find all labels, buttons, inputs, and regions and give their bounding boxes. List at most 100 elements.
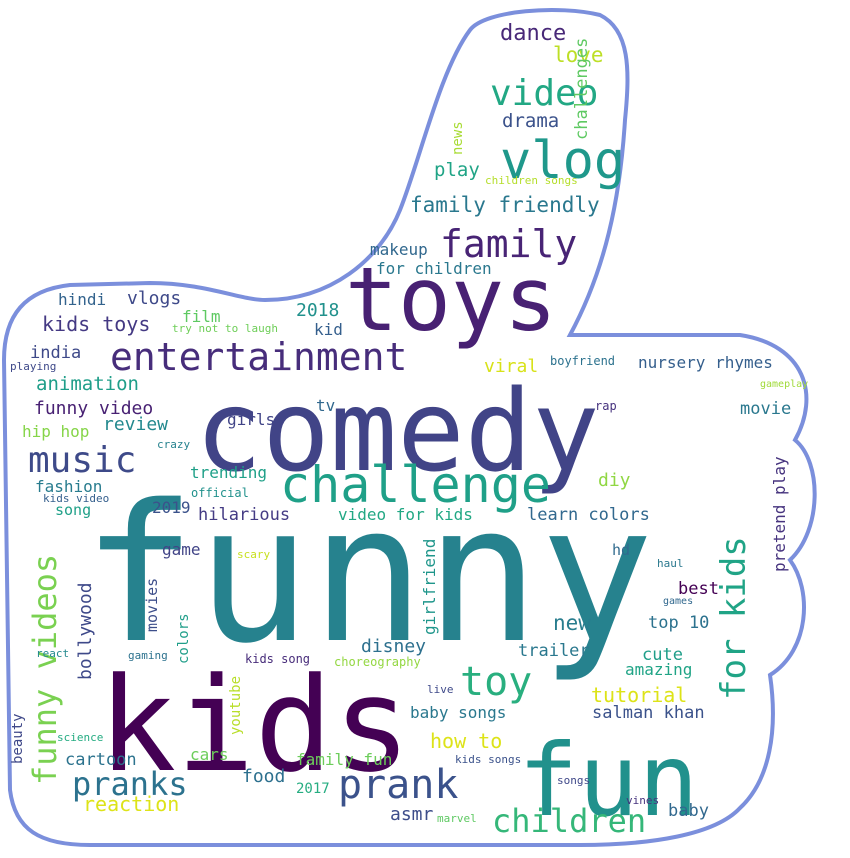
word-play: play [434,159,480,181]
word-2017: 2017 [296,781,330,797]
word-hip-hop: hip hop [22,422,89,441]
word-kids-video: kids video [43,492,109,505]
word-kids-toys: kids toys [42,312,150,336]
word-2018: 2018 [296,300,339,321]
word-food: food [242,766,285,787]
word-learn-colors: learn colors [527,505,650,525]
word-love: love [553,43,604,67]
word-toy: toy [460,659,532,705]
word-games: games [663,596,693,607]
word-song: song [55,501,91,519]
word-colors: colors [176,613,192,664]
word-cars: cars [190,745,229,764]
word-funny-video: funny video [34,398,153,419]
word-choreography: choreography [334,655,421,669]
word-pretend-play: pretend play [770,456,789,572]
word-gameplay: gameplay [760,379,808,390]
word-vines: vines [626,794,659,807]
word-new: new [553,611,591,635]
word-india: india [30,343,81,363]
word-comedy: comedy [195,367,600,497]
word-trending: trending [190,463,267,482]
word-for-children: for children [376,259,492,278]
word-react: react [36,647,69,660]
word-salman-khan: salman khan [592,703,705,723]
word-family-fun: family fun [296,750,392,769]
word-gaming: gaming [128,649,168,662]
word-kid: kid [314,320,343,339]
word-challenges: challenges [572,38,592,140]
word-challenge: challenge [280,456,551,514]
word-trailer: trailer [518,641,590,661]
word-songs: songs [557,774,590,787]
word-video: video [490,73,598,114]
word-entertainment: entertainment [110,335,407,379]
word-top-10: top 10 [648,613,709,633]
word-tutorial: tutorial [591,683,687,707]
word-nursery-rhymes: nursery rhymes [638,353,773,372]
word-live: live [427,683,454,696]
word-cartoon: cartoon [65,750,137,770]
word-rap: rap [595,399,617,413]
word-try-not-to-laugh: try not to laugh [172,322,278,335]
word-game: game [162,540,201,559]
word-film: film [182,307,221,326]
word-girls: girls [227,410,275,429]
word-amazing: amazing [625,660,692,679]
word-fun: fun [518,722,699,839]
word-playing: playing [10,360,56,373]
word-animation: animation [36,373,139,395]
word-vlog: vlog [500,131,625,191]
word-hd: hd [612,541,630,559]
word-scary: scary [237,548,270,561]
word-beauty: beauty [10,713,26,764]
word-family-friendly: family friendly [410,193,600,217]
word-baby: baby [668,801,709,821]
thumbs-up-outline [1,8,817,847]
word-diy: diy [598,470,631,491]
word-science: science [57,731,103,744]
word-cute: cute [642,645,683,665]
word-toys: toys [345,248,557,351]
word-asmr: asmr [390,804,434,825]
word-boyfriend: boyfriend [550,354,615,368]
word-baby-songs: baby songs [410,703,506,722]
word-disney: disney [361,636,426,657]
word-children: children [492,802,646,840]
word-drama: drama [502,110,559,132]
word-viral: viral [484,356,538,377]
word-bollywood: bollywood [75,582,96,680]
word-kids-song: kids song [245,652,310,666]
word-kids: kids [98,649,411,801]
word-dance: dance [500,21,566,46]
word-funny-videos: funny videos [26,554,64,785]
word-youtube: youtube [228,676,244,735]
word-reaction: reaction [83,792,179,816]
word-haul: haul [657,557,684,570]
word-news: news [450,121,466,155]
word-funny: funny [82,464,654,685]
word-prank: prank [338,762,458,808]
word-crazy: crazy [157,438,190,451]
word-movies: movies [143,578,161,632]
word-vlogs: vlogs [127,288,181,309]
word-kids-songs: kids songs [455,753,521,766]
word-hilarious: hilarious [198,505,290,525]
word-hindi: hindi [58,290,106,309]
word-review: review [103,414,168,435]
word-2019: 2019 [152,498,191,517]
word-music: music [28,440,136,481]
word-how-to: how to [430,729,502,753]
word-makeup: makeup [370,240,428,259]
word-best: best [678,579,719,599]
word-tv: tv [316,396,335,415]
word-pranks: pranks [72,765,188,803]
word-family: family [440,222,577,266]
word-movie: movie [740,399,791,419]
word-children-songs: children songs [485,174,578,187]
word-official: official [191,486,249,500]
word-for-kids: for kids [714,536,754,700]
word-fashion: fashion [35,477,102,496]
word-girlfriend: girlfriend [420,539,439,635]
